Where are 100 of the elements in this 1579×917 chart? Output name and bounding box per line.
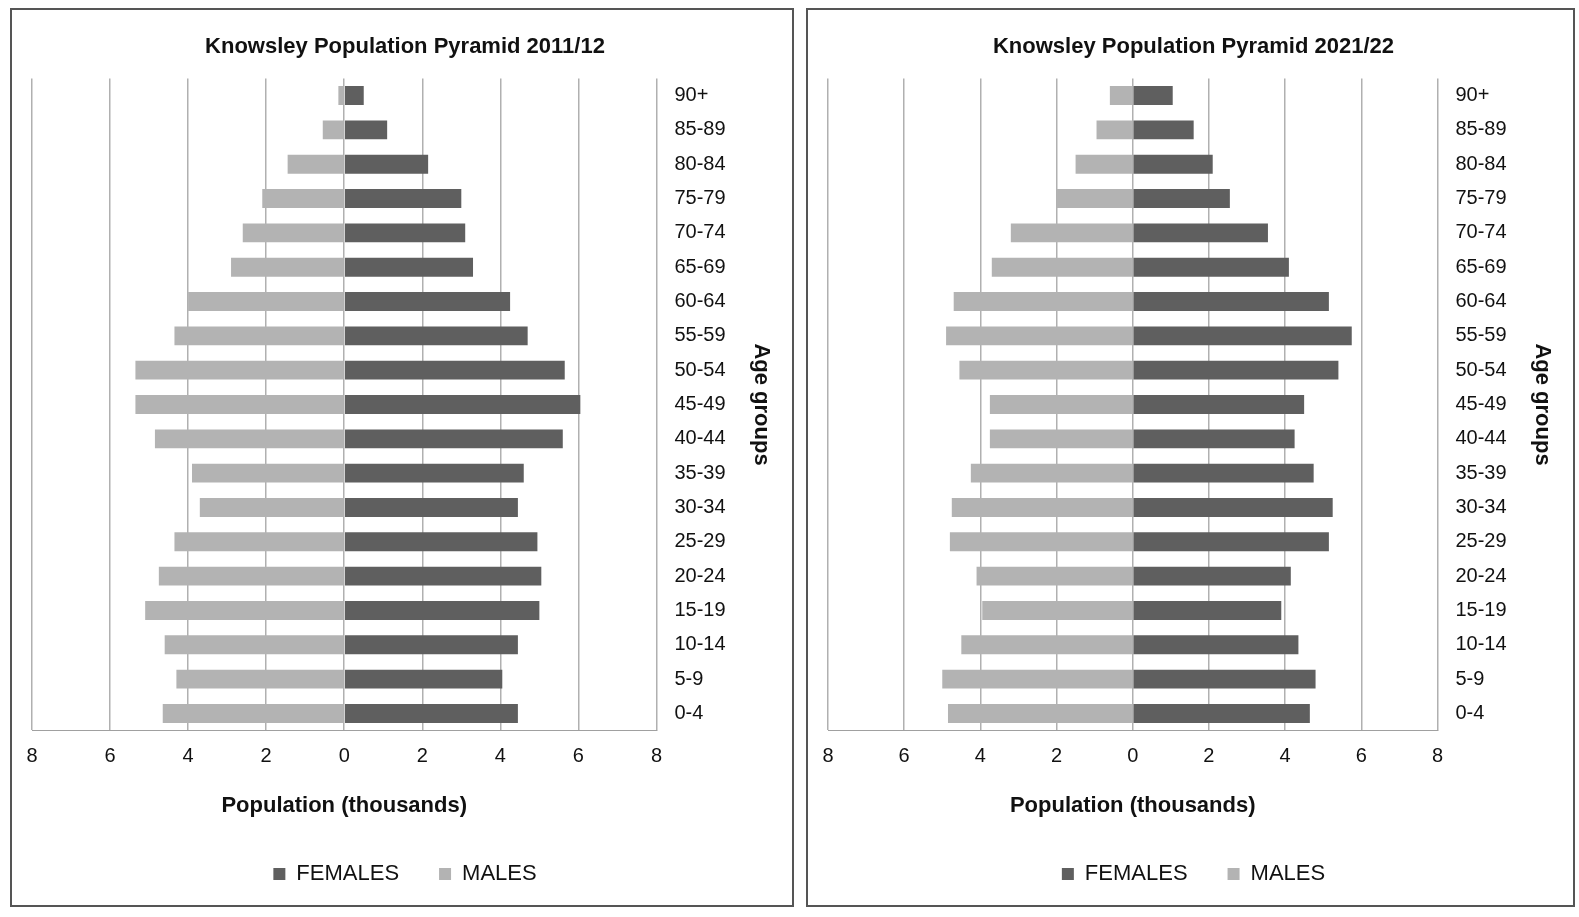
- bar: [344, 429, 563, 449]
- bar: [344, 326, 528, 346]
- x-tick-label: 4: [182, 744, 194, 767]
- legend-label: FEMALES: [296, 860, 400, 886]
- bar: [1133, 532, 1329, 552]
- y-tick-label: 35-39: [674, 460, 726, 483]
- x-tick-label: 6: [898, 744, 910, 767]
- bar: [1133, 223, 1268, 243]
- bar: [1133, 704, 1310, 723]
- bar: [1133, 360, 1339, 380]
- bar: [1133, 257, 1289, 277]
- x-tick-label: 2: [260, 744, 272, 767]
- y-tick-label: 80-84: [1455, 151, 1507, 174]
- x-tick-label: 8: [650, 744, 663, 767]
- legend-label: FEMALES: [1084, 860, 1188, 886]
- y-tick-label: 30-34: [674, 494, 726, 517]
- bar: [1133, 292, 1329, 311]
- x-tick-label: 0: [1127, 744, 1139, 767]
- y-tick-label: 55-59: [674, 323, 726, 346]
- bar: [344, 86, 364, 105]
- bar: [1133, 635, 1299, 655]
- x-tick-label: 8: [1431, 744, 1444, 767]
- x-tick-label: 0: [338, 744, 350, 767]
- y-tick-label: 70-74: [674, 220, 726, 243]
- bar: [1133, 566, 1291, 586]
- y-tick-label: 40-44: [1455, 426, 1507, 449]
- bar: [1133, 395, 1305, 414]
- bar: [344, 223, 466, 243]
- bar: [1133, 601, 1282, 620]
- bar: [1133, 326, 1352, 346]
- bar: [344, 601, 540, 620]
- y-tick-label: 10-14: [1455, 632, 1507, 655]
- y-tick-label: 35-39: [1455, 460, 1507, 483]
- bar: [344, 532, 538, 552]
- y-tick-label: 5-9: [1455, 666, 1485, 689]
- x-tick-label: 2: [1203, 744, 1215, 767]
- bar: [344, 635, 518, 655]
- y-tick-label: 85-89: [674, 117, 726, 140]
- x-tick-label: 6: [572, 744, 584, 767]
- legend-label: MALES: [462, 860, 537, 886]
- x-tick-label: 6: [1355, 744, 1367, 767]
- x-tick-label: 2: [1050, 744, 1063, 767]
- bar: [344, 120, 388, 140]
- y-tick-label: 90+: [1455, 83, 1490, 106]
- y-tick-label: 30-34: [1455, 494, 1507, 517]
- bar: [1133, 429, 1295, 449]
- y-tick-label: 0-4: [674, 700, 704, 723]
- y-tick-label: 45-49: [674, 392, 726, 415]
- bar: [1133, 86, 1173, 105]
- y-tick-label: 20-24: [1455, 563, 1507, 586]
- bar: [344, 704, 518, 723]
- y-tick-label: 55-59: [1455, 323, 1507, 346]
- chart-title: Knowsley Population Pyramid 2011/12: [205, 33, 605, 59]
- bar: [1133, 498, 1333, 517]
- bar: [344, 669, 503, 689]
- bar: [1133, 669, 1316, 689]
- x-tick-label: 6: [104, 744, 116, 767]
- bar: [1133, 120, 1194, 140]
- bar: [344, 463, 524, 483]
- y-tick-label: 15-19: [674, 597, 726, 620]
- y-tick-label: 90+: [674, 83, 709, 106]
- x-tick-label: 4: [974, 744, 986, 767]
- x-tick-label: 8: [26, 744, 38, 767]
- chart-title: Knowsley Population Pyramid 2021/22: [992, 33, 1395, 59]
- y-tick-label: 0-4: [1455, 700, 1485, 723]
- y-tick-label: 5-9: [674, 666, 704, 689]
- bar: [344, 498, 518, 517]
- y-tick-label: 60-64: [1455, 289, 1507, 312]
- y-tick-label: 10-14: [674, 632, 726, 655]
- y-tick-label: 20-24: [674, 563, 726, 586]
- y-tick-label: 85-89: [1455, 117, 1507, 140]
- y-tick-label: 25-29: [674, 529, 726, 552]
- x-tick-label: 2: [416, 744, 428, 767]
- y-tick-label: 65-69: [1455, 254, 1507, 277]
- bar: [1133, 154, 1213, 174]
- y-tick-label: 50-54: [1455, 357, 1507, 380]
- y-tick-label: 15-19: [1455, 597, 1507, 620]
- y-axis-title: Age groups: [749, 343, 775, 466]
- x-axis-title: Population (thousands): [1009, 791, 1256, 817]
- bar: [344, 395, 581, 414]
- legend-label: MALES: [1250, 860, 1326, 886]
- x-tick-label: 4: [494, 744, 506, 767]
- y-tick-label: 70-74: [1455, 220, 1507, 243]
- y-tick-label: 75-79: [1455, 186, 1507, 209]
- bar: [344, 189, 462, 208]
- y-tick-label: 40-44: [674, 426, 726, 449]
- bar: [344, 566, 542, 586]
- x-tick-label: 4: [1279, 744, 1291, 767]
- bar: [1133, 189, 1230, 208]
- y-tick-label: 25-29: [1455, 529, 1507, 552]
- y-axis-title: Age groups: [1530, 343, 1556, 466]
- x-axis-title: Population (thousands): [221, 791, 468, 817]
- y-tick-label: 80-84: [674, 151, 726, 174]
- bar: [344, 154, 429, 174]
- y-tick-label: 45-49: [1455, 392, 1507, 415]
- y-tick-label: 65-69: [674, 254, 726, 277]
- bar: [1133, 463, 1314, 483]
- y-tick-label: 60-64: [674, 289, 726, 312]
- bar: [344, 257, 474, 277]
- y-tick-label: 75-79: [674, 186, 726, 209]
